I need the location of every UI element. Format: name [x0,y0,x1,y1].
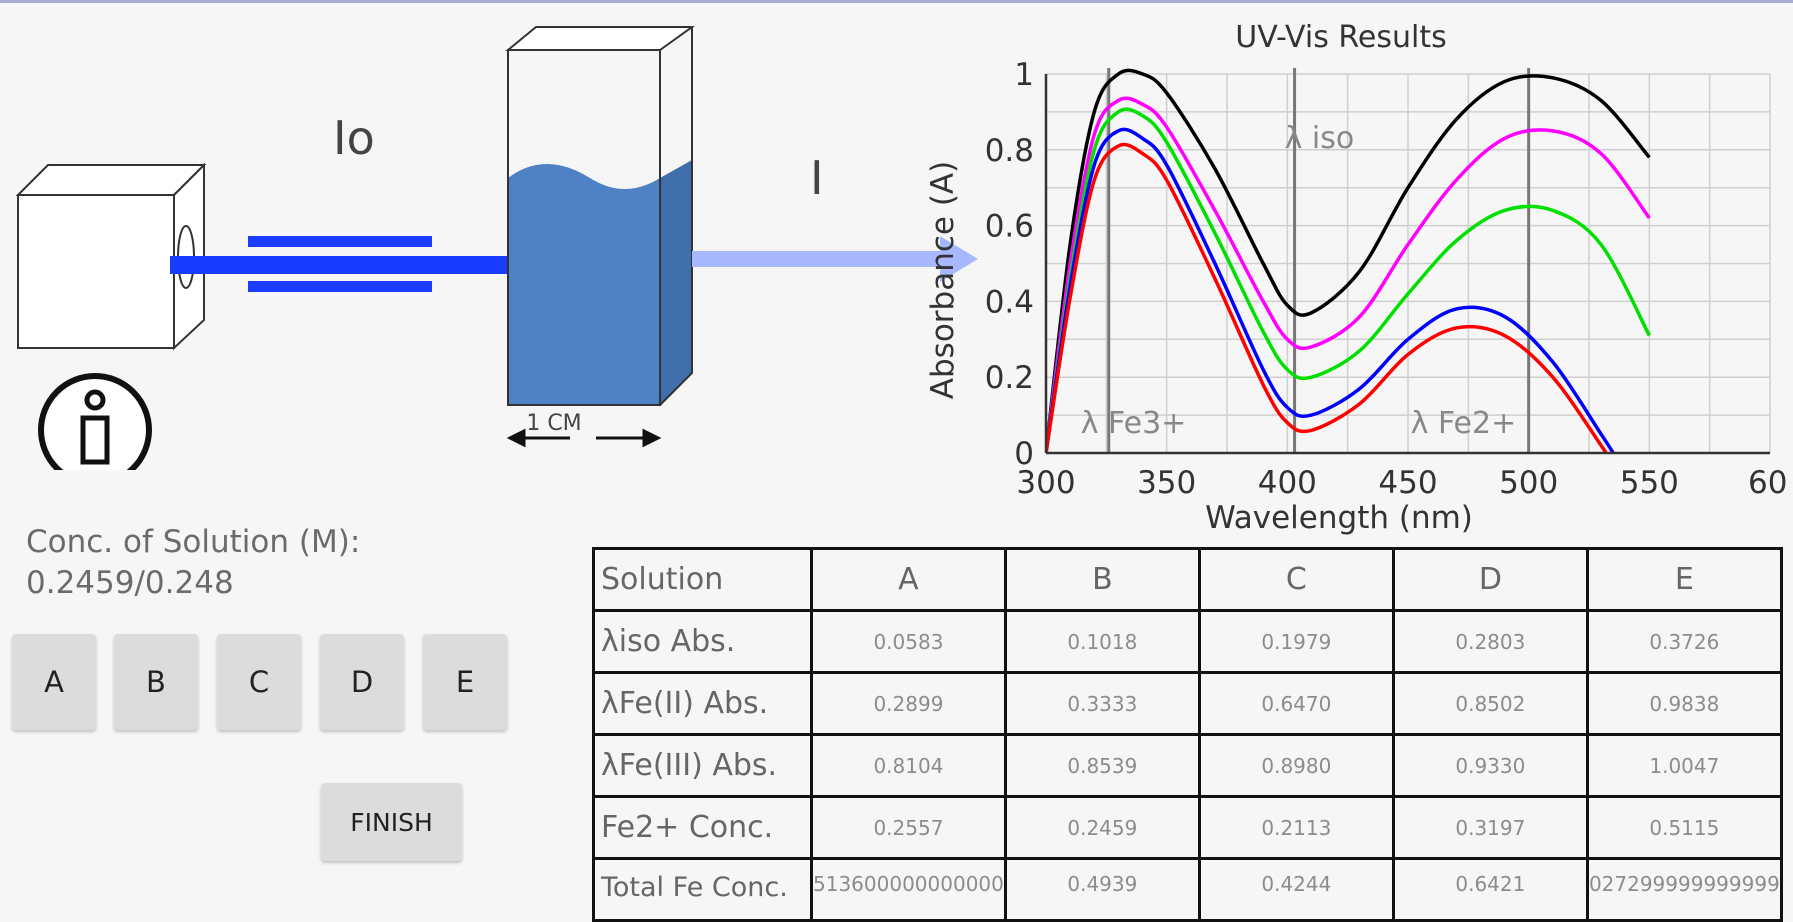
x-axis-label: Wavelength (nm) [1205,500,1473,536]
transmitted-beam [692,236,978,282]
table-cell: 0.8539 [1003,733,1201,798]
table-row-label: Total Fe Conc. [592,857,813,922]
chart-ticks: 300 350 400 450 500 550 6000.20.40.60.81 [985,57,1788,501]
table-cell: 0.4939 [1003,857,1201,922]
wavelength-marker-label: λ Fe2+ [1411,406,1517,441]
table-cell: 0.2113 [1197,795,1395,860]
table-cell: 0.8502 [1391,671,1589,736]
table-cell: 0.9838 [1585,671,1783,736]
finish-button[interactable]: FINISH [321,783,462,861]
table-cell: 0.3726 [1585,609,1783,674]
table-cell: 1.0047 [1585,733,1783,798]
incident-beam [170,236,510,292]
solution-e-button[interactable]: E [423,634,507,730]
table-row: λFe(III) Abs. 0.8104 0.8539 0.8980 0.9330 1.0… [592,733,1783,798]
table-header-c: C [1197,547,1395,612]
chart-series [1046,68,1651,453]
x-tick-label: 350 [1137,465,1196,501]
absorbance-curve [1046,96,1651,453]
chart-title: UV-Vis Results [1235,20,1446,55]
wavelength-marker-label: λ iso [1285,121,1355,156]
table-row: Fe2+ Conc. 0.2557 0.2459 0.2113 0.3197 0.5115 [592,795,1783,860]
solution-c-button[interactable]: C [217,634,301,730]
transmitted-label: I [810,151,824,205]
table-cell: 513600000000000 [810,857,1007,922]
cuvette [505,26,696,406]
table-header-e: E [1585,547,1783,612]
absorbance-curve [1046,68,1651,453]
table-cell: 0.6421 [1391,857,1589,922]
y-tick-label: 0.8 [985,133,1034,169]
y-tick-label: 0.2 [985,360,1034,396]
x-tick-label: 550 [1620,465,1679,501]
table-cell: 0.3333 [1003,671,1201,736]
table-row: λiso Abs. 0.0583 0.1018 0.1979 0.2803 0.3726 [592,609,1783,674]
x-tick-label: 450 [1378,465,1437,501]
table-cell: 0.1979 [1197,609,1395,674]
table-cell: 0.3197 [1391,795,1589,860]
uv-vis-chart: UV-Vis Results λ Fe3+ λ iso λ Fe2+ 300 350 4… [925,20,1788,536]
table-cell: 0.8104 [810,733,1007,798]
info-icon[interactable] [38,373,152,470]
table-row-label: λFe(II) Abs. [592,671,813,736]
chart-grid [1045,73,1771,453]
table-row-label: Fe2+ Conc. [592,795,813,860]
y-tick-label: 0 [1014,436,1034,472]
table-cell: 0.1018 [1003,609,1201,674]
y-axis-label: Absorbance (A) [925,161,961,399]
concentration-readout: Conc. of Solution (M): 0.2459/0.248 [26,522,586,604]
chart-markers: λ Fe3+ λ iso λ Fe2+ [1081,68,1531,453]
path-length-label: 1 CM [526,411,581,436]
table-cell: 0.2459 [1003,795,1201,860]
top-border [0,0,1793,3]
absorbance-curve [1046,127,1616,453]
y-tick-label: 1 [1014,57,1034,93]
table-row: Total Fe Conc. 513600000000000 0.4939 0.424… [592,857,1783,922]
incident-label: Io [333,111,375,165]
x-tick-label: 60 [1748,465,1787,501]
wavelength-marker-label: λ Fe3+ [1081,406,1187,441]
solution-d-button[interactable]: D [320,634,404,730]
table-cell: 0.2899 [810,671,1007,736]
table-cell: 0.6470 [1197,671,1395,736]
table-row-label: λFe(III) Abs. [592,733,813,798]
table-cell: 0.5115 [1585,795,1783,860]
y-tick-label: 0.4 [985,284,1034,320]
chart-axes [1044,74,1770,455]
solution-a-button[interactable]: A [12,634,96,730]
table-cell: 0.0583 [810,609,1007,674]
table-header-solution: Solution [592,547,813,612]
spectrometer-apparatus: Io 1 CM I [15,26,978,470]
y-tick-label: 0.6 [985,209,1034,245]
absorbance-curve [1046,142,1609,453]
absorbance-curve [1046,107,1651,453]
path-length-indicator [506,428,662,448]
x-tick-label: 500 [1499,465,1558,501]
table-cell: 0.4244 [1197,857,1395,922]
table-cell: 0.2803 [1391,609,1589,674]
table-row-label: λiso Abs. [592,609,813,674]
table-header-b: B [1003,547,1201,612]
x-tick-label: 300 [1016,465,1075,501]
table-cell: 0.8980 [1197,733,1395,798]
table-cell: 0.9330 [1391,733,1589,798]
x-tick-label: 400 [1258,465,1317,501]
table-header-d: D [1391,547,1589,612]
table-header-row: Solution A B C D E [592,547,1783,612]
concentration-value: 0.2459/0.248 [26,565,234,601]
table-header-a: A [810,547,1007,612]
table-row: λFe(II) Abs. 0.2899 0.3333 0.6470 0.8502 0.98… [592,671,1783,736]
table-cell: 0.2557 [810,795,1007,860]
table-cell: 027299999999999 [1585,857,1783,922]
concentration-label: Conc. of Solution (M): [26,524,361,560]
solution-b-button[interactable]: B [114,634,198,730]
